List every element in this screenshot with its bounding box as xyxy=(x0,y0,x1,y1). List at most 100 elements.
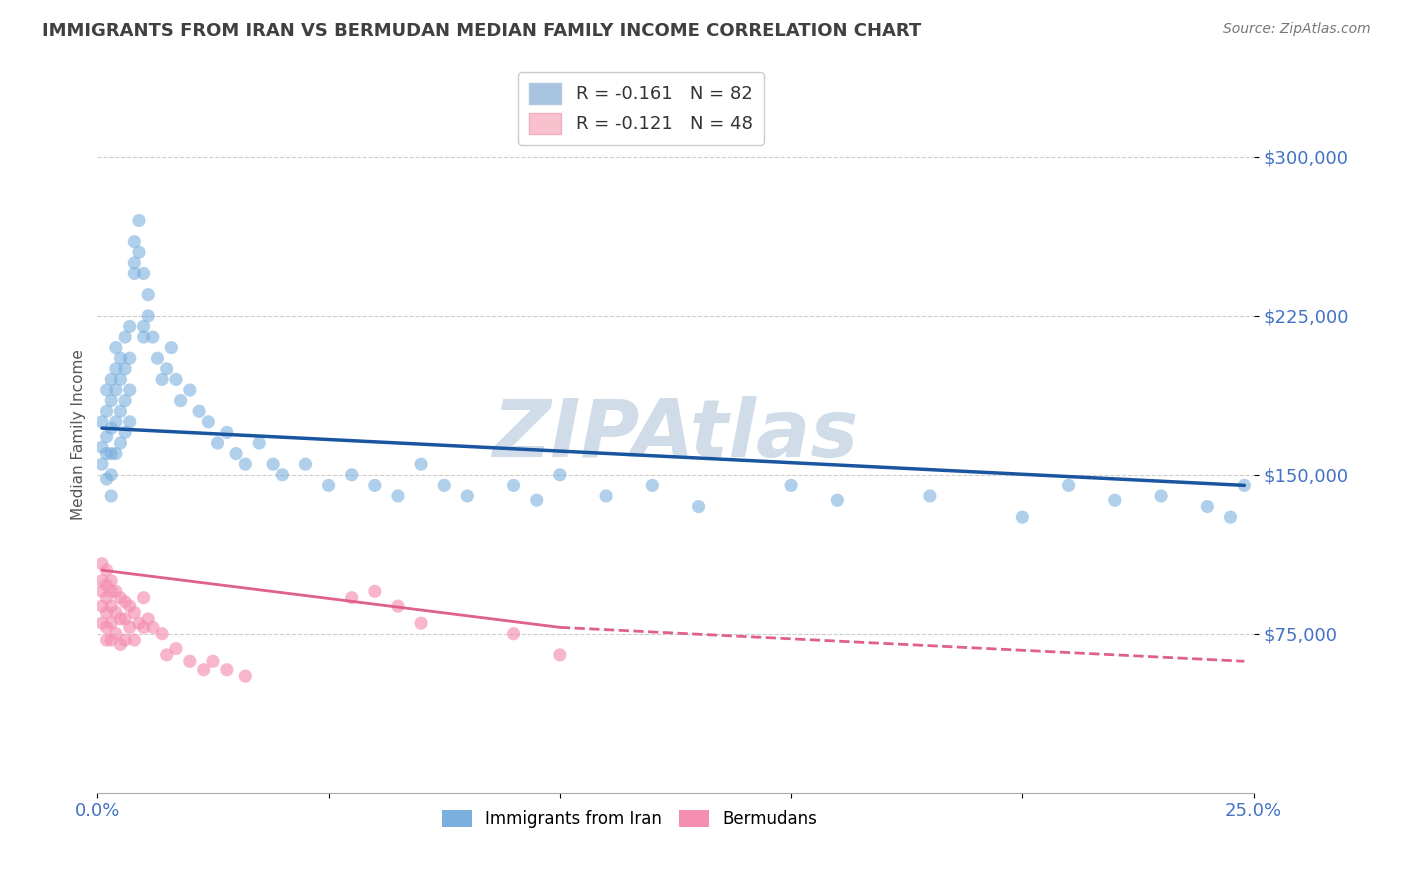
Point xyxy=(100,467,122,482)
Point xyxy=(91,440,114,454)
Point xyxy=(91,599,114,614)
Point xyxy=(262,457,284,471)
Point xyxy=(100,633,122,648)
Point xyxy=(193,663,215,677)
Point xyxy=(271,467,294,482)
Point xyxy=(340,467,363,482)
Point xyxy=(110,591,132,605)
Point xyxy=(96,633,118,648)
Point xyxy=(114,393,136,408)
Point xyxy=(100,599,122,614)
Point xyxy=(142,620,165,634)
Point xyxy=(160,341,183,355)
Point xyxy=(1011,510,1033,524)
Point xyxy=(207,436,229,450)
Point xyxy=(118,351,141,366)
Point xyxy=(104,606,127,620)
Point xyxy=(215,663,238,677)
Point xyxy=(100,616,122,631)
Point xyxy=(100,489,122,503)
Point xyxy=(225,447,247,461)
Point xyxy=(146,351,169,366)
Point xyxy=(548,648,571,662)
Point xyxy=(104,341,127,355)
Point xyxy=(104,361,127,376)
Legend: Immigrants from Iran, Bermudans: Immigrants from Iran, Bermudans xyxy=(434,803,824,834)
Point xyxy=(827,493,849,508)
Point xyxy=(91,584,114,599)
Point xyxy=(780,478,803,492)
Point xyxy=(165,641,187,656)
Point xyxy=(114,330,136,344)
Point xyxy=(114,425,136,440)
Point xyxy=(247,436,270,450)
Point xyxy=(96,563,118,577)
Point xyxy=(641,478,664,492)
Point xyxy=(110,637,132,651)
Point xyxy=(150,626,173,640)
Point xyxy=(197,415,219,429)
Text: IMMIGRANTS FROM IRAN VS BERMUDAN MEDIAN FAMILY INCOME CORRELATION CHART: IMMIGRANTS FROM IRAN VS BERMUDAN MEDIAN … xyxy=(42,22,921,40)
Point xyxy=(128,245,150,260)
Point xyxy=(91,457,114,471)
Point xyxy=(114,595,136,609)
Point xyxy=(411,616,433,631)
Point xyxy=(100,393,122,408)
Point xyxy=(215,425,238,440)
Point xyxy=(156,648,179,662)
Point xyxy=(96,606,118,620)
Point xyxy=(595,489,617,503)
Point xyxy=(456,489,478,503)
Point xyxy=(110,404,132,418)
Point xyxy=(128,616,150,631)
Text: Source: ZipAtlas.com: Source: ZipAtlas.com xyxy=(1223,22,1371,37)
Point xyxy=(1197,500,1219,514)
Point xyxy=(104,447,127,461)
Point xyxy=(96,383,118,397)
Point xyxy=(433,478,456,492)
Point xyxy=(100,421,122,435)
Point xyxy=(114,633,136,648)
Point xyxy=(169,393,191,408)
Point xyxy=(124,256,146,270)
Y-axis label: Median Family Income: Median Family Income xyxy=(72,350,86,521)
Point xyxy=(411,457,433,471)
Point xyxy=(318,478,340,492)
Point xyxy=(235,457,257,471)
Point xyxy=(96,430,118,444)
Point xyxy=(179,383,201,397)
Point xyxy=(132,620,155,634)
Point xyxy=(91,557,114,571)
Point xyxy=(918,489,941,503)
Point xyxy=(150,372,173,386)
Point xyxy=(118,383,141,397)
Point xyxy=(104,626,127,640)
Point xyxy=(114,612,136,626)
Point xyxy=(1104,493,1126,508)
Point xyxy=(96,591,118,605)
Point xyxy=(100,574,122,588)
Point xyxy=(118,415,141,429)
Point xyxy=(1150,489,1173,503)
Point xyxy=(91,415,114,429)
Point xyxy=(114,361,136,376)
Point xyxy=(548,467,571,482)
Point xyxy=(124,235,146,249)
Point xyxy=(110,372,132,386)
Point xyxy=(1057,478,1080,492)
Point xyxy=(364,584,387,599)
Point xyxy=(526,493,548,508)
Point xyxy=(387,489,409,503)
Point xyxy=(100,447,122,461)
Point xyxy=(688,500,710,514)
Point xyxy=(110,436,132,450)
Point xyxy=(364,478,387,492)
Point xyxy=(1233,478,1256,492)
Point xyxy=(104,584,127,599)
Text: ZIPAtlas: ZIPAtlas xyxy=(492,396,859,474)
Point xyxy=(201,654,224,668)
Point xyxy=(96,447,118,461)
Point xyxy=(136,309,159,323)
Point xyxy=(124,267,146,281)
Point xyxy=(96,620,118,634)
